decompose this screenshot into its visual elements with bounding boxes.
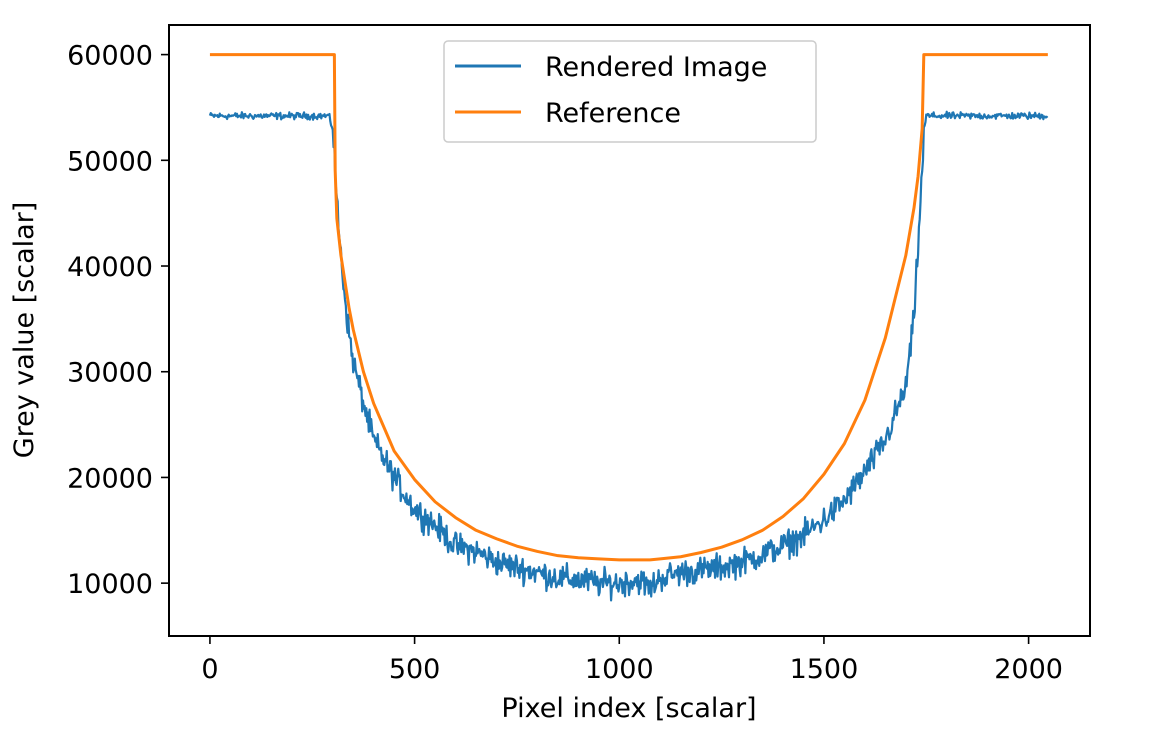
- x-tick-label: 1000: [585, 654, 654, 685]
- y-axis: 10000 20000 30000 40000 50000 60000: [67, 41, 169, 600]
- x-tick-label: 1500: [790, 654, 859, 685]
- x-tick-label: 2000: [994, 654, 1063, 685]
- series-line-rendered-image: [208, 110, 1049, 602]
- x-tick-label: 500: [389, 654, 441, 685]
- y-tick-label: 30000: [67, 358, 153, 389]
- plot-frame: [168, 24, 1091, 637]
- series-line-reference: [209, 53, 1048, 562]
- x-axis: 0 500 1000 1500 2000: [201, 636, 1063, 685]
- y-tick-label: 60000: [67, 41, 153, 72]
- legend-label-reference: Reference: [545, 98, 681, 129]
- legend-box: [443, 40, 817, 143]
- x-tick-label: 0: [201, 654, 218, 685]
- legend-label-rendered-image: Rendered Image: [545, 52, 767, 83]
- y-tick-label: 50000: [67, 146, 153, 177]
- y-axis-title: Grey value [scalar]: [9, 202, 40, 459]
- y-tick-label: 20000: [67, 463, 153, 494]
- series-layer: [208, 53, 1049, 602]
- y-tick-label: 10000: [67, 569, 153, 600]
- x-axis-title: Pixel index [scalar]: [501, 693, 756, 724]
- legend: Rendered Image Reference: [443, 40, 817, 143]
- y-tick-label: 40000: [67, 252, 153, 283]
